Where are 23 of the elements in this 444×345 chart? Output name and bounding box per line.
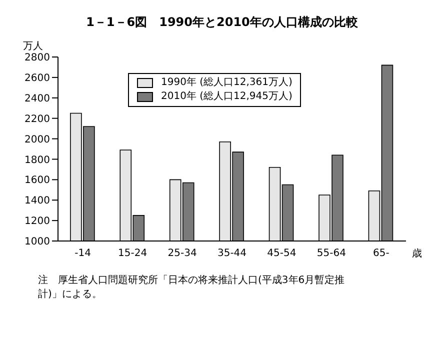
x-tick-label: 45-54 [267, 248, 296, 260]
text: 注 厚生省人口問題研究所「日本の将来推計人口(平成3年6月暫定推計)」による。 [38, 274, 346, 301]
y-tick-label: 1400 [24, 196, 50, 207]
y-tick-label: 2600 [24, 72, 50, 84]
y-tick-label: 1000 [24, 236, 50, 248]
y-tick-label: 2000 [24, 134, 50, 146]
y-tick-label: 2800 [24, 52, 50, 64]
legend-label: 2010年 (総人口12,945万人) [161, 90, 292, 104]
x-tick-label: 15-24 [118, 248, 148, 260]
legend-label: 1990年 (総人口12,361万人) [161, 76, 292, 90]
x-tick-label: 25-34 [168, 248, 197, 260]
y-tick-label: 2400 [24, 93, 50, 104]
x-tick-label: 35-44 [217, 248, 247, 260]
x-tick-label: -14 [74, 248, 92, 260]
chart-title: 1－1－6図 1990年と2010年の人口構成の比較 [85, 14, 359, 31]
y-tick-label: 1200 [24, 216, 50, 228]
y-tick-label: 1600 [24, 175, 50, 186]
x-tick-label: 65- [372, 248, 390, 260]
y-tick-label: 2200 [24, 114, 50, 125]
x-axis-title: 歳 [412, 248, 422, 260]
y-tick-label: 1800 [24, 154, 50, 166]
y-axis-title: 万人 [23, 41, 43, 52]
x-tick-label: 55-64 [316, 248, 346, 260]
